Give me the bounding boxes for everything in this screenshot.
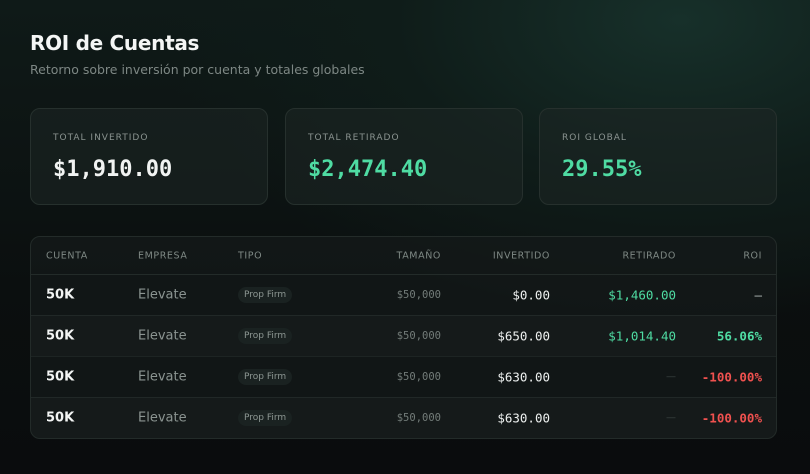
stat-label: TOTAL RETIRADO [308, 133, 400, 143]
table-row: 50K Elevate Prop Firm $50,000 $630.00 — … [31, 397, 776, 438]
cell-company: Elevate [138, 328, 187, 343]
cell-company: Elevate [138, 410, 187, 425]
cell-type-chip: Prop Firm [238, 286, 293, 303]
table-header: CUENTA EMPRESA TIPO TAMAÑO INVERTIDO RET… [31, 237, 776, 275]
stat-value: $2,474.40 [308, 157, 428, 182]
cell-withdrawn: — [666, 371, 676, 382]
cell-account: 50K [46, 328, 75, 343]
stat-card: ROI GLOBAL 29.55% [539, 108, 777, 205]
page-subtitle: Retorno sobre inversión por cuenta y tot… [30, 62, 365, 77]
cell-invested: $0.00 [512, 287, 550, 302]
stat-value: $1,910.00 [53, 157, 173, 182]
column-header: RETIRADO [622, 250, 676, 261]
cell-size: $50,000 [396, 288, 441, 301]
column-header: EMPRESA [138, 250, 188, 261]
cell-withdrawn: — [666, 412, 676, 423]
stat-value: 29.55% [562, 157, 642, 182]
cell-invested: $630.00 [497, 369, 550, 384]
cell-size: $50,000 [396, 370, 441, 383]
stat-label: TOTAL INVERTIDO [53, 133, 149, 143]
page-title: ROI de Cuentas [30, 31, 200, 55]
stat-card: TOTAL INVERTIDO $1,910.00 [30, 108, 268, 205]
cell-invested: $650.00 [497, 328, 550, 343]
cell-roi: 56.06% [716, 328, 762, 343]
roi-table: CUENTA EMPRESA TIPO TAMAÑO INVERTIDO RET… [30, 236, 777, 439]
cell-roi: -100.00% [701, 410, 762, 425]
column-header: TIPO [238, 250, 263, 261]
cell-type-chip: Prop Firm [238, 368, 293, 385]
cell-withdrawn: $1,460.00 [608, 287, 676, 302]
stat-card: TOTAL RETIRADO $2,474.40 [285, 108, 523, 205]
cell-roi: -100.00% [701, 369, 762, 384]
cell-company: Elevate [138, 287, 187, 302]
column-header: CUENTA [46, 250, 88, 261]
column-header: INVERTIDO [492, 250, 550, 261]
table-row: 50K Elevate Prop Firm $50,000 $630.00 — … [31, 356, 776, 398]
stat-label: ROI GLOBAL [562, 133, 627, 143]
cell-account: 50K [46, 410, 75, 425]
cell-withdrawn: $1,014.40 [608, 328, 676, 343]
table-row: 50K Elevate Prop Firm $50,000 $0.00 $1,4… [31, 274, 776, 316]
table-row: 50K Elevate Prop Firm $50,000 $650.00 $1… [31, 315, 776, 357]
cell-account: 50K [46, 369, 75, 384]
cell-type-chip: Prop Firm [238, 409, 293, 426]
cell-size: $50,000 [396, 411, 441, 424]
cell-type-chip: Prop Firm [238, 327, 293, 344]
cell-account: 50K [46, 287, 75, 302]
cell-invested: $630.00 [497, 410, 550, 425]
cell-size: $50,000 [396, 329, 441, 342]
cell-roi: — [754, 287, 762, 302]
column-header: ROI [743, 250, 762, 261]
column-header: TAMAÑO [396, 250, 441, 261]
cell-company: Elevate [138, 369, 187, 384]
